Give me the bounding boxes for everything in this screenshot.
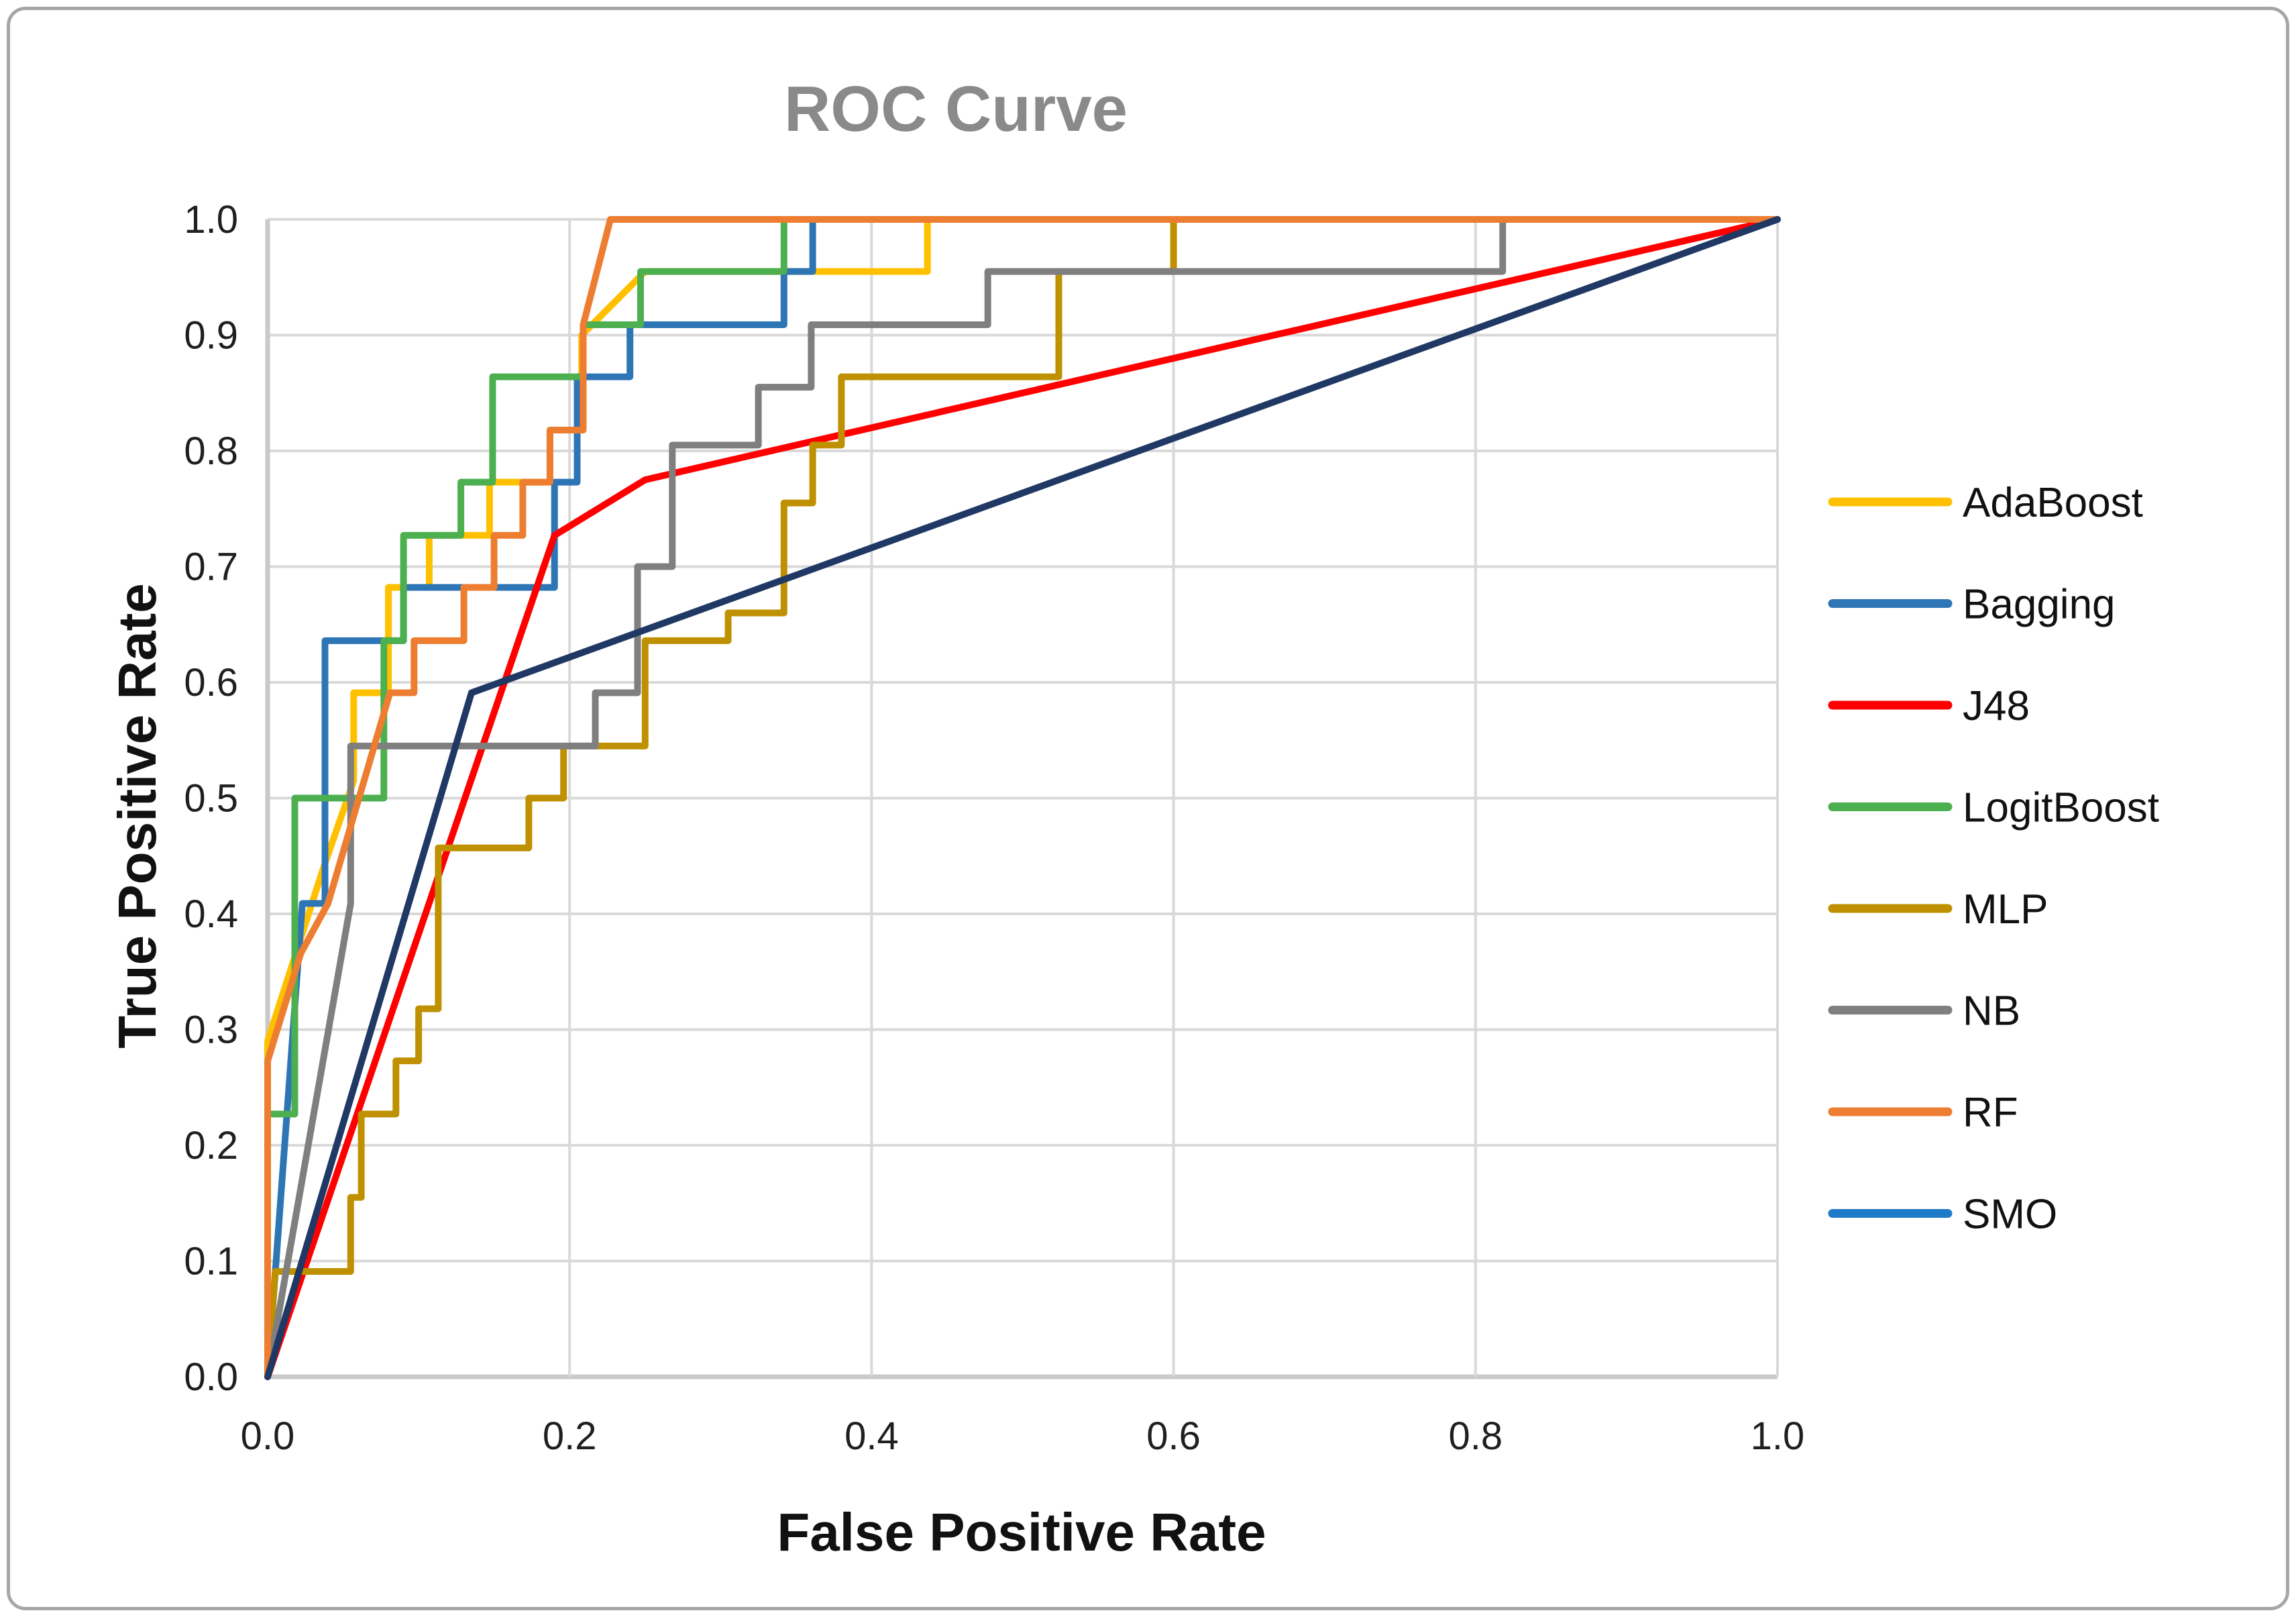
- x-tick-label: 1.0: [1751, 1414, 1805, 1458]
- y-tick-label: 0.2: [184, 1124, 238, 1167]
- legend-label-bagging: Bagging: [1963, 582, 2116, 628]
- x-tick-label: 0.2: [543, 1414, 597, 1458]
- chart-title: ROC Curve: [783, 73, 1128, 145]
- x-tick-label: 0.8: [1448, 1414, 1502, 1458]
- series-line-bagging: [264, 216, 1781, 1380]
- y-tick-label: 0.3: [184, 1008, 238, 1052]
- series-line-nb: [264, 216, 1781, 1380]
- y-tick-label: 0.4: [184, 892, 238, 936]
- legend-label-nb: NB: [1963, 988, 2020, 1035]
- legend-label-mlp: MLP: [1963, 886, 2048, 933]
- y-tick-label: 0.0: [184, 1355, 238, 1399]
- legend-label-adaboost: AdaBoost: [1963, 480, 2143, 526]
- legend-label-rf: RF: [1963, 1090, 2018, 1136]
- y-tick-label: 0.1: [184, 1240, 238, 1284]
- legend-label-logitboost: LogitBoost: [1963, 785, 2159, 831]
- legend-label-smo: SMO: [1963, 1192, 2057, 1238]
- series-line-logitboost: [264, 216, 1781, 1380]
- y-tick-label: 1.0: [184, 198, 238, 242]
- y-tick-label: 0.7: [184, 545, 238, 589]
- legend-label-j48: J48: [1963, 683, 2030, 729]
- x-tick-label: 0.0: [241, 1414, 295, 1458]
- y-tick-label: 0.5: [184, 777, 238, 821]
- x-axis-title: False Positive Rate: [777, 1502, 1266, 1562]
- x-tick-label: 0.6: [1146, 1414, 1201, 1458]
- series-line-rf: [264, 216, 1781, 1380]
- x-tick-label: 0.4: [844, 1414, 899, 1458]
- series-line-j48: [264, 216, 1781, 1380]
- y-tick-label: 0.9: [184, 314, 238, 358]
- y-tick-label: 0.8: [184, 429, 238, 473]
- series-line-smo: [264, 216, 1781, 1380]
- y-tick-label: 0.6: [184, 661, 238, 705]
